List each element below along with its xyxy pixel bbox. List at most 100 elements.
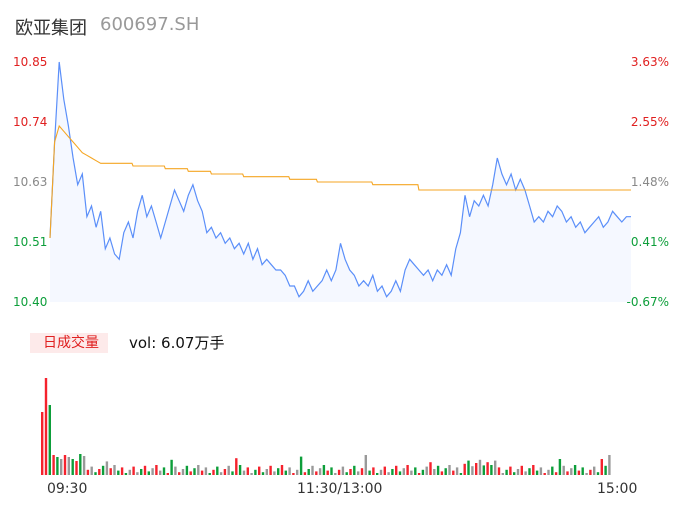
- volume-bar: [235, 458, 238, 475]
- y-left-tick-3: 10.51: [13, 235, 48, 249]
- volume-bar: [554, 472, 558, 475]
- volume-bar: [406, 465, 409, 475]
- volume-bar: [75, 461, 78, 475]
- volume-bar: [185, 465, 189, 475]
- volume-bar: [48, 405, 51, 475]
- price-area: [50, 62, 631, 302]
- y-left-tick-2: 10.63: [13, 175, 48, 189]
- volume-bar: [155, 465, 158, 475]
- volume-bar: [98, 469, 101, 475]
- volume-bar: [79, 454, 82, 475]
- volume-bar: [573, 465, 577, 475]
- volume-bar: [436, 465, 440, 475]
- volume-bar: [227, 465, 230, 475]
- volume-bar: [581, 467, 584, 475]
- volume-bar: [341, 466, 345, 475]
- volume-bar: [604, 465, 607, 475]
- volume-bar: [577, 470, 581, 475]
- volume-bar: [532, 465, 535, 475]
- volume-bar: [307, 469, 310, 475]
- volume-bar: [296, 469, 299, 475]
- volume-bar: [383, 466, 386, 475]
- volume-bar: [288, 467, 291, 475]
- volume-bar: [368, 470, 371, 475]
- volume-bar: [600, 459, 603, 475]
- y-left-tick-4: 10.40: [13, 295, 48, 309]
- volume-bar: [101, 465, 105, 475]
- volume-bar: [124, 473, 128, 475]
- volume-bar: [505, 469, 508, 475]
- volume-bar: [452, 470, 455, 475]
- volume-bar: [516, 469, 520, 475]
- price-line: [49, 61, 631, 298]
- volume-bar: [258, 466, 261, 475]
- volume-bar: [421, 469, 425, 475]
- volume-bar: [337, 469, 341, 475]
- volume-bar: [585, 473, 588, 475]
- volume-bar: [372, 467, 375, 475]
- volume-bar: [67, 457, 70, 475]
- volume-bar: [94, 472, 97, 475]
- y-right-tick-2: 1.48%: [630, 175, 669, 189]
- volume-bar: [44, 378, 48, 475]
- volume-bar: [364, 455, 367, 475]
- volume-bar: [444, 468, 447, 475]
- volume-bar: [238, 465, 242, 475]
- volume-bar: [357, 471, 360, 475]
- volume-bar: [551, 466, 554, 475]
- volume-bar: [535, 470, 539, 475]
- volume-bar: [128, 469, 131, 475]
- y-right-tick-3: 0.41%: [630, 235, 669, 249]
- volume-legend-tag: 日成交量: [30, 333, 108, 353]
- volume-bar: [82, 456, 86, 475]
- volume-bar: [570, 468, 573, 475]
- volume-bar: [497, 467, 501, 475]
- volume-bar: [395, 465, 398, 475]
- volume-bar: [433, 469, 436, 475]
- volume-bar: [56, 457, 59, 475]
- y-left-tick-1: 10.74: [13, 115, 48, 129]
- volume-bar: [379, 469, 383, 475]
- volume-bar: [60, 459, 63, 475]
- volume-bar: [208, 473, 211, 475]
- volume-bar: [467, 460, 470, 475]
- volume-bar: [482, 465, 485, 475]
- volume-bar: [459, 473, 463, 475]
- volume-bar: [284, 470, 287, 475]
- x-tick-close: 15:00: [597, 481, 638, 497]
- volume-bar: [360, 468, 364, 475]
- volume-bar: [299, 456, 303, 475]
- volume-bar: [86, 469, 90, 475]
- volume-bar: [113, 465, 116, 475]
- volume-bar: [212, 469, 215, 475]
- y-right-tick-4: -0.67%: [626, 295, 669, 309]
- volume-bar: [539, 467, 543, 475]
- volume-bar: [109, 468, 112, 475]
- volume-bar: [558, 459, 562, 475]
- volume-bar: [322, 465, 326, 475]
- volume-bar: [292, 473, 295, 475]
- volume-bar: [448, 465, 451, 475]
- stock-code: 600697.SH: [100, 14, 200, 35]
- volume-bar: [174, 466, 177, 475]
- y-right-tick-1: 2.55%: [630, 115, 669, 129]
- volume-bar: [181, 469, 185, 475]
- volume-bar: [547, 469, 550, 475]
- volume-bar: [455, 467, 459, 475]
- volume-bar: [440, 471, 444, 475]
- volume-bar: [197, 465, 200, 475]
- volume-bar: [265, 469, 268, 475]
- volume-bar: [311, 465, 314, 475]
- volume-bar: [216, 466, 219, 475]
- volume-bar: [463, 463, 466, 475]
- volume-bar: [425, 466, 428, 475]
- volume-bar: [490, 465, 493, 475]
- volume-bar: [376, 473, 379, 475]
- volume-bar: [349, 469, 352, 475]
- volume-bar: [410, 470, 413, 475]
- volume-bar: [494, 460, 497, 475]
- volume-bar: [105, 461, 109, 475]
- volume-bar: [414, 467, 417, 475]
- volume-bar: [520, 465, 523, 475]
